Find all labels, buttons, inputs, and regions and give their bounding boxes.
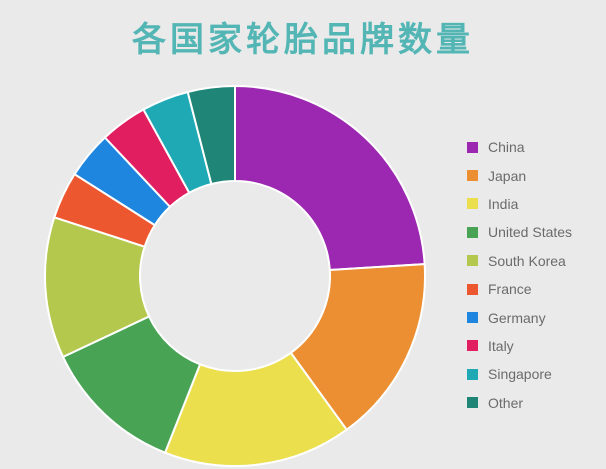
legend-item-other: Other bbox=[467, 389, 572, 417]
pie-slice-china bbox=[234, 85, 426, 272]
legend-swatch-italy bbox=[467, 340, 478, 352]
legend-label: South Korea bbox=[488, 252, 566, 269]
legend-swatch-india bbox=[467, 198, 478, 210]
chart-title: 各国家轮胎品牌数量 bbox=[132, 20, 474, 60]
legend-item-singapore: Singapore bbox=[467, 360, 572, 388]
legend-swatch-japan bbox=[467, 170, 478, 182]
legend-item-china: China bbox=[467, 133, 572, 161]
legend-label: United States bbox=[488, 224, 573, 241]
legend-label: India bbox=[488, 195, 519, 212]
legend-label: Other bbox=[488, 394, 524, 411]
legend-label: Singapore bbox=[488, 366, 552, 383]
legend-item-france: France bbox=[467, 275, 572, 303]
legend-item-japan: Japan bbox=[467, 161, 572, 189]
legend-swatch-united-states bbox=[467, 226, 478, 238]
legend-label: France bbox=[488, 281, 532, 298]
legend-swatch-south-korea bbox=[467, 255, 478, 267]
legend-swatch-other bbox=[467, 397, 478, 409]
legend-label: Japan bbox=[488, 167, 527, 184]
legend-item-germany: Germany bbox=[467, 303, 572, 331]
legend-label: Italy bbox=[488, 337, 514, 354]
legend-item-italy: Italy bbox=[467, 332, 572, 360]
legend-swatch-singapore bbox=[467, 368, 478, 380]
pie-slice-other bbox=[186, 85, 236, 185]
legend-swatch-france bbox=[467, 283, 478, 295]
pie-slice-japan bbox=[289, 263, 427, 431]
legend-swatch-china bbox=[467, 141, 478, 153]
legend: China Japan India United States South Korea F… bbox=[467, 133, 572, 417]
legend-item-india: India bbox=[467, 190, 572, 218]
legend-item-united-states: United States bbox=[467, 218, 572, 246]
pie-slice-india bbox=[164, 351, 348, 467]
legend-label: Germany bbox=[488, 309, 546, 326]
legend-swatch-germany bbox=[467, 312, 478, 324]
legend-label: China bbox=[488, 139, 525, 156]
legend-item-south-korea: South Korea bbox=[467, 247, 572, 275]
